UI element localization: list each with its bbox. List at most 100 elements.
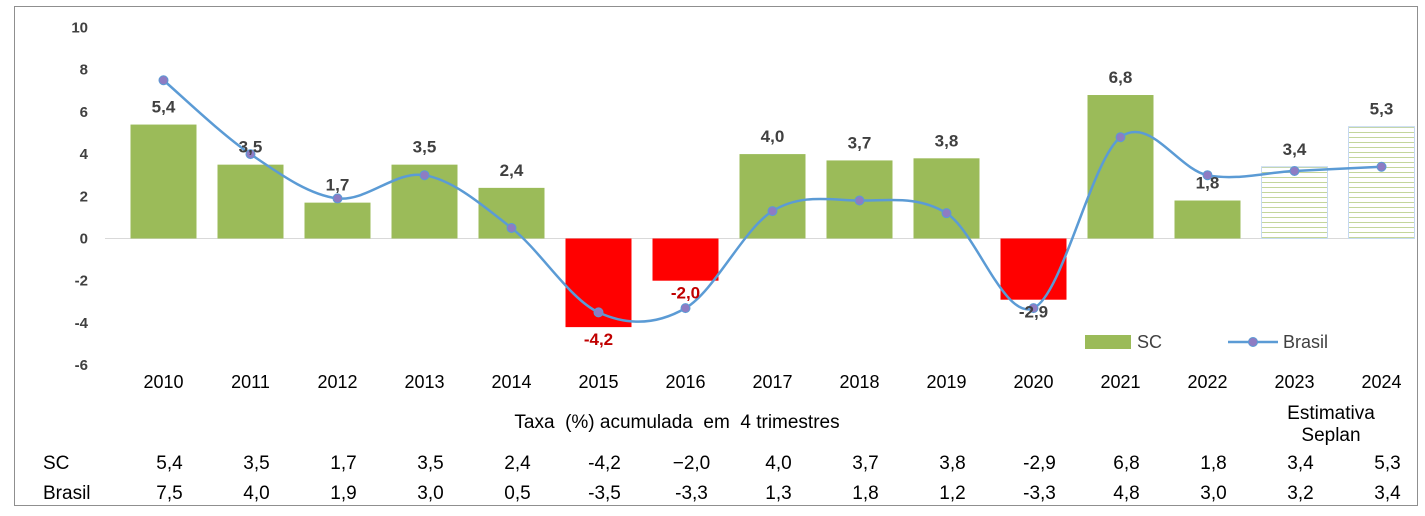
bar-sc-2012 [304, 202, 371, 239]
legend-swatch-sc [1085, 335, 1131, 349]
point-brasil-2017 [767, 206, 778, 217]
legend-label-brasil: Brasil [1283, 332, 1328, 352]
data-label-sc-2020: -2,9 [1019, 303, 1048, 322]
table-cell: 1,7 [330, 453, 356, 474]
x-tick-label: 2019 [926, 372, 966, 392]
x-tick-label: 2024 [1361, 372, 1401, 392]
data-label-sc-2014: 2,4 [500, 161, 524, 180]
table-cell: 1,2 [939, 483, 965, 504]
bar-sc-2019 [913, 158, 980, 239]
table-cell: 0,5 [504, 483, 530, 504]
point-brasil-2018 [854, 195, 865, 206]
table-cell: 3,0 [1200, 483, 1226, 504]
data-label-sc-2011: 3,5 [239, 138, 263, 157]
table-cell: 6,8 [1113, 453, 1139, 474]
table-cell: 4,0 [243, 483, 269, 504]
y-tick-label: 10 [71, 20, 88, 37]
data-label-sc-2017: 4,0 [761, 127, 785, 146]
table-cell: 3,0 [417, 483, 443, 504]
data-label-sc-2019: 3,8 [935, 131, 959, 150]
table-cell: 3,5 [417, 453, 443, 474]
table-cell: -2,9 [1023, 453, 1056, 474]
bar-sc-2010 [130, 124, 197, 239]
data-label-sc-2024: 5,3 [1370, 100, 1394, 119]
bar-sc-2016 [652, 238, 719, 281]
point-brasil-2010 [158, 75, 169, 86]
data-label-sc-2010: 5,4 [152, 98, 176, 117]
data-label-sc-2016: -2,0 [671, 284, 700, 303]
bar-sc-2011 [217, 164, 284, 239]
table-row-label: SC [43, 453, 69, 474]
table-cell: 3,4 [1374, 483, 1401, 504]
chart-frame [14, 6, 1418, 506]
y-tick-label: 0 [80, 231, 88, 248]
estimate-note-line2: Seplan [1301, 425, 1360, 446]
point-brasil-2019 [941, 208, 952, 219]
point-brasil-2021 [1115, 132, 1126, 143]
point-brasil-2024 [1376, 161, 1387, 172]
bar-sc-2021 [1087, 95, 1154, 239]
y-tick-label: 6 [80, 104, 88, 121]
bar-sc-2022 [1174, 200, 1241, 239]
table-cell: 3,5 [243, 453, 269, 474]
table-cell: 5,4 [156, 453, 183, 474]
data-label-sc-2015: -4,2 [584, 330, 613, 349]
table-cell: -3,3 [1023, 483, 1056, 504]
point-brasil-2012 [332, 193, 343, 204]
point-brasil-2020 [1028, 303, 1039, 314]
table-cell: -3,3 [675, 483, 708, 504]
table-cell: 4,0 [765, 453, 791, 474]
point-brasil-2011 [245, 149, 256, 160]
x-tick-label: 2012 [317, 372, 357, 392]
y-tick-label: 4 [80, 146, 89, 163]
data-label-sc-2013: 3,5 [413, 138, 437, 157]
table-cell: 5,3 [1374, 453, 1400, 474]
x-tick-label: 2020 [1013, 372, 1053, 392]
bar-sc-2020 [1000, 238, 1067, 300]
point-brasil-2013 [419, 170, 430, 181]
estimate-note-line1: Estimativa [1287, 403, 1375, 424]
table-cell: 3,7 [852, 453, 878, 474]
x-tick-label: 2015 [578, 372, 618, 392]
x-tick-label: 2016 [665, 372, 705, 392]
data-label-sc-2018: 3,7 [848, 133, 872, 152]
point-brasil-2023 [1289, 165, 1300, 176]
x-tick-label: 2021 [1100, 372, 1140, 392]
table-cell: 2,4 [504, 453, 531, 474]
data-label-sc-2021: 6,8 [1109, 68, 1133, 87]
x-axis-title: Taxa (%) acumulada em 4 trimestres [514, 412, 839, 433]
table-cell: 1,3 [765, 483, 791, 504]
data-label-sc-2022: 1,8 [1196, 174, 1220, 193]
x-tick-label: 2018 [839, 372, 879, 392]
legend-marker-brasil [1248, 337, 1258, 347]
bar-sc-2017 [739, 154, 806, 239]
table-cell: -3,5 [588, 483, 621, 504]
data-table: SC 5,4 3,5 1,7 3,5 2,4 -4,2 −2,0 4,0 3,7 3,8 -2,9 6,… [43, 453, 1401, 504]
data-label-sc-2023: 3,4 [1283, 140, 1307, 159]
y-tick-label: 8 [80, 62, 88, 79]
bar-sc-2024 [1348, 126, 1415, 239]
table-cell: 7,5 [156, 483, 182, 504]
table-cell: 4,8 [1113, 483, 1139, 504]
x-tick-label: 2010 [143, 372, 183, 392]
bar-sc-2023 [1261, 166, 1328, 239]
table-cell: 1,9 [330, 483, 356, 504]
legend-label-sc: SC [1137, 332, 1162, 352]
point-brasil-2022 [1202, 170, 1213, 181]
point-brasil-2014 [506, 222, 517, 233]
y-tick-label: 2 [80, 188, 88, 205]
x-tick-label: 2017 [752, 372, 792, 392]
x-tick-label: 2013 [404, 372, 444, 392]
x-tick-label: 2014 [491, 372, 531, 392]
point-brasil-2015 [593, 307, 604, 318]
y-tick-label: -4 [75, 315, 89, 332]
point-brasil-2016 [680, 303, 691, 314]
table-row-label: Brasil [43, 483, 91, 504]
table-cell: 3,4 [1287, 453, 1314, 474]
table-cell: 1,8 [1200, 453, 1226, 474]
table-cell: −2,0 [673, 453, 711, 474]
data-label-sc-2012: 1,7 [326, 176, 350, 195]
x-tick-label: 2011 [231, 372, 270, 392]
table-cell: 3,2 [1287, 483, 1313, 504]
